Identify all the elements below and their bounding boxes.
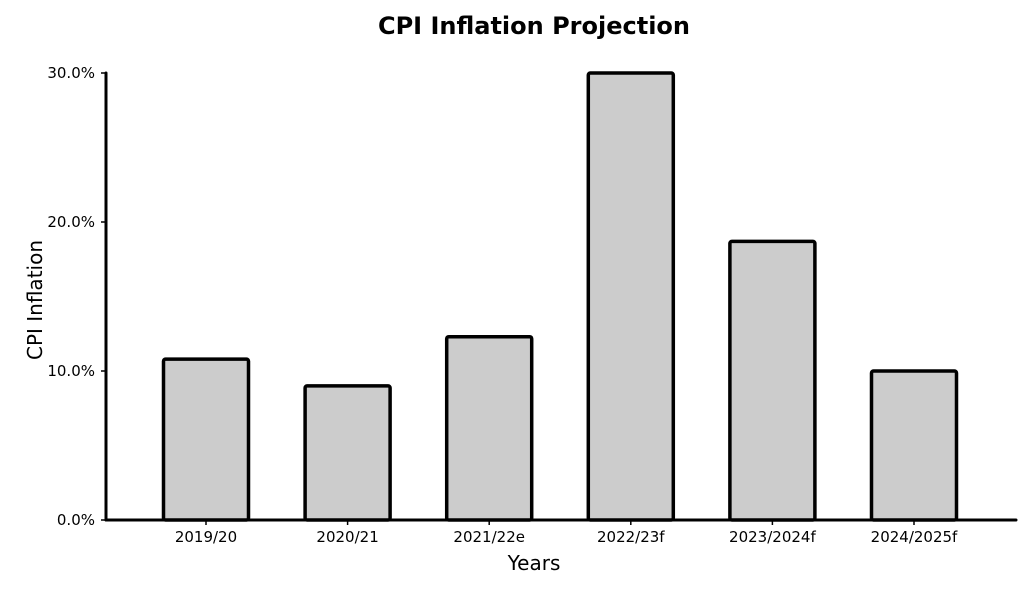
y-tick-label: 30.0% xyxy=(47,64,95,82)
y-tick-label: 10.0% xyxy=(47,362,95,380)
bar-2024-2025f xyxy=(869,369,959,522)
bar-2020-21 xyxy=(303,384,392,522)
y-axis-label: CPI Inflation xyxy=(23,240,47,360)
x-tick-label: 2023/2024f xyxy=(729,528,816,546)
y-tick-label: 20.0% xyxy=(47,213,95,231)
x-ticks-group: 2019/20 2020/21 2021/22e 2022/23f 2023/2024f… xyxy=(175,520,958,546)
x-tick-label: 2021/22e xyxy=(453,528,525,546)
chart-title: CPI Inflation Projection xyxy=(378,12,690,40)
x-tick-label: 2019/20 xyxy=(175,528,237,546)
bar-2019-20 xyxy=(161,357,251,522)
x-tick-label: 2024/2025f xyxy=(871,528,958,546)
x-tick-label: 2022/23f xyxy=(597,528,665,546)
bar-2022-23f xyxy=(586,71,676,522)
x-axis-label: Years xyxy=(507,551,561,575)
bars-group xyxy=(161,71,959,522)
bar-2021-22e xyxy=(444,334,534,522)
y-ticks-group: 0.0% 10.0% 20.0% 30.0% xyxy=(47,64,106,529)
y-tick-label: 0.0% xyxy=(57,511,95,529)
bar-2023-2024f xyxy=(728,239,817,522)
x-tick-label: 2020/21 xyxy=(316,528,378,546)
